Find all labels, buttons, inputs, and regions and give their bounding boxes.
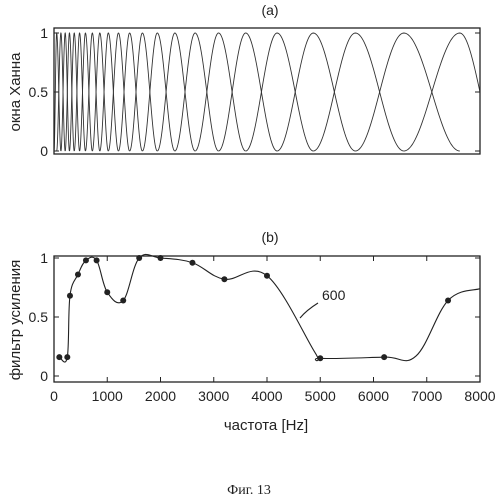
- hann-window-curve: [404, 33, 480, 151]
- hann-window-curve: [355, 33, 459, 151]
- gain-data-point: [381, 354, 387, 360]
- panel-a-windows: [54, 33, 480, 151]
- panel-b-xtick-label: 2000: [145, 388, 176, 404]
- gain-filter-curve: [59, 254, 480, 362]
- hann-window-curve: [313, 33, 404, 151]
- panel-b-xtick-label: 3000: [198, 388, 229, 404]
- panel-b-yticks: 00.51: [29, 250, 480, 384]
- gain-data-point: [264, 273, 270, 279]
- panel-b-xtick-label: 4000: [251, 388, 282, 404]
- panel-b-xtick-label: 7000: [411, 388, 442, 404]
- hann-window-curve: [157, 33, 195, 151]
- gain-data-point: [64, 354, 70, 360]
- hann-window-curve: [195, 33, 246, 151]
- hann-window-curve: [175, 33, 219, 151]
- hann-window-curve: [219, 33, 278, 151]
- gain-data-point: [221, 276, 227, 282]
- panel-b-ylabel: фильтр усиления: [7, 260, 24, 381]
- gain-data-point: [83, 257, 89, 263]
- panel-b-xtick-label: 1000: [92, 388, 123, 404]
- panel-a: (a) окна Ханна 0 0.5 1: [7, 2, 480, 159]
- panel-b: (b) фильтр усиления 00.51 01000200030004…: [7, 229, 496, 434]
- figure-caption: Фиг. 13: [227, 483, 271, 498]
- panel-b-xtick-label: 0: [50, 388, 58, 404]
- panel-a-ytick-label: 0.5: [29, 84, 49, 100]
- annotation-600: 600: [322, 287, 346, 303]
- hann-window-curve: [277, 33, 355, 151]
- gain-data-point: [94, 257, 100, 263]
- panel-b-xtick-label: 5000: [305, 388, 336, 404]
- panel-b-label: (b): [261, 229, 278, 245]
- panel-b-xtick-label: 8000: [464, 388, 495, 404]
- gain-data-point: [189, 260, 195, 266]
- panel-a-ytick-label: 1: [40, 25, 48, 41]
- panel-b-xlabel: частота [Hz]: [224, 417, 308, 434]
- panel-b-ytick-label: 0.5: [29, 309, 49, 325]
- annotation-leader: [300, 303, 318, 318]
- panel-b-ytick-label: 1: [40, 250, 48, 266]
- gain-data-point: [75, 272, 81, 278]
- panel-b-ytick-label: 0: [40, 368, 48, 384]
- gain-data-point: [317, 355, 323, 361]
- panel-a-ylabel: окна Ханна: [7, 52, 24, 132]
- gain-data-point: [104, 289, 110, 295]
- gain-data-point: [120, 297, 126, 303]
- gain-data-point: [445, 297, 451, 303]
- panel-a-ytick-label: 0: [40, 143, 48, 159]
- gain-data-point: [67, 293, 73, 299]
- hann-window-curve: [246, 33, 314, 151]
- gain-data-point: [56, 354, 62, 360]
- panel-a-label: (a): [261, 2, 278, 18]
- panel-b-series: [59, 254, 480, 362]
- panel-b-xtick-label: 6000: [358, 388, 389, 404]
